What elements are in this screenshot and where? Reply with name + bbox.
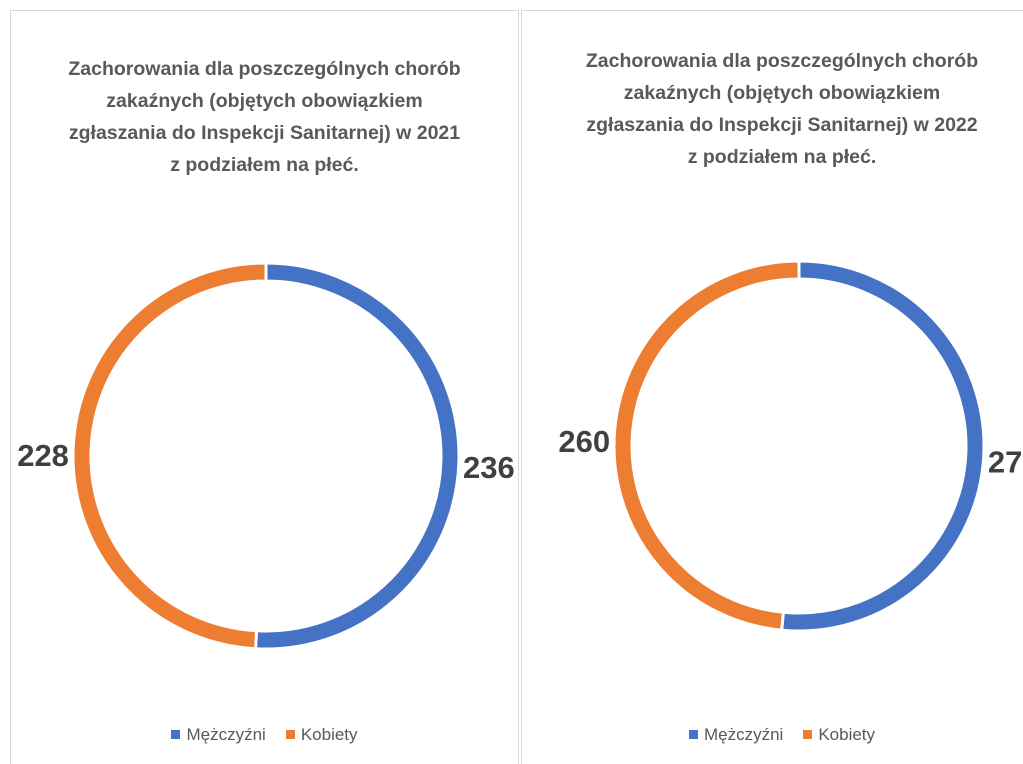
chart-panel: Zachorowania dla poszczególnych chorób z… xyxy=(10,10,519,764)
legend-item: Mężczyźni xyxy=(688,724,784,745)
data-label: 260 xyxy=(558,424,610,459)
legend-swatch xyxy=(803,730,813,739)
legend: Mężczyźni Kobiety xyxy=(522,724,1023,745)
data-label: 276 xyxy=(988,444,1023,479)
legend-swatch xyxy=(688,730,698,739)
donut-segment xyxy=(253,261,461,651)
chart-panel: Zachorowania dla poszczególnych chorób z… xyxy=(521,10,1023,764)
data-label: 228 xyxy=(17,438,69,473)
legend-item: Mężczyźni xyxy=(171,724,266,745)
donut-segment xyxy=(71,261,268,651)
chart-title: Zachorowania dla poszczególnych chorób z… xyxy=(585,50,979,168)
legend-label: Kobiety xyxy=(300,724,358,744)
legend-label: Mężczyźni xyxy=(703,724,784,744)
donut-chart: 276 260 xyxy=(558,259,1023,633)
donut-segment xyxy=(612,259,801,632)
legend-swatch xyxy=(171,730,181,739)
legend-label: Mężczyźni xyxy=(186,724,266,744)
legend-label: Kobiety xyxy=(818,724,876,744)
donut-chart: 236 228 xyxy=(17,261,515,651)
donut-segment xyxy=(780,259,986,633)
legend-item: Kobiety xyxy=(803,725,875,745)
data-label: 236 xyxy=(463,450,515,485)
chart-title: Zachorowania dla poszczególnych chorób z… xyxy=(68,58,461,176)
legend: Mężczyźni Kobiety xyxy=(11,724,518,745)
legend-item: Kobiety xyxy=(285,724,358,745)
legend-swatch xyxy=(285,730,295,739)
